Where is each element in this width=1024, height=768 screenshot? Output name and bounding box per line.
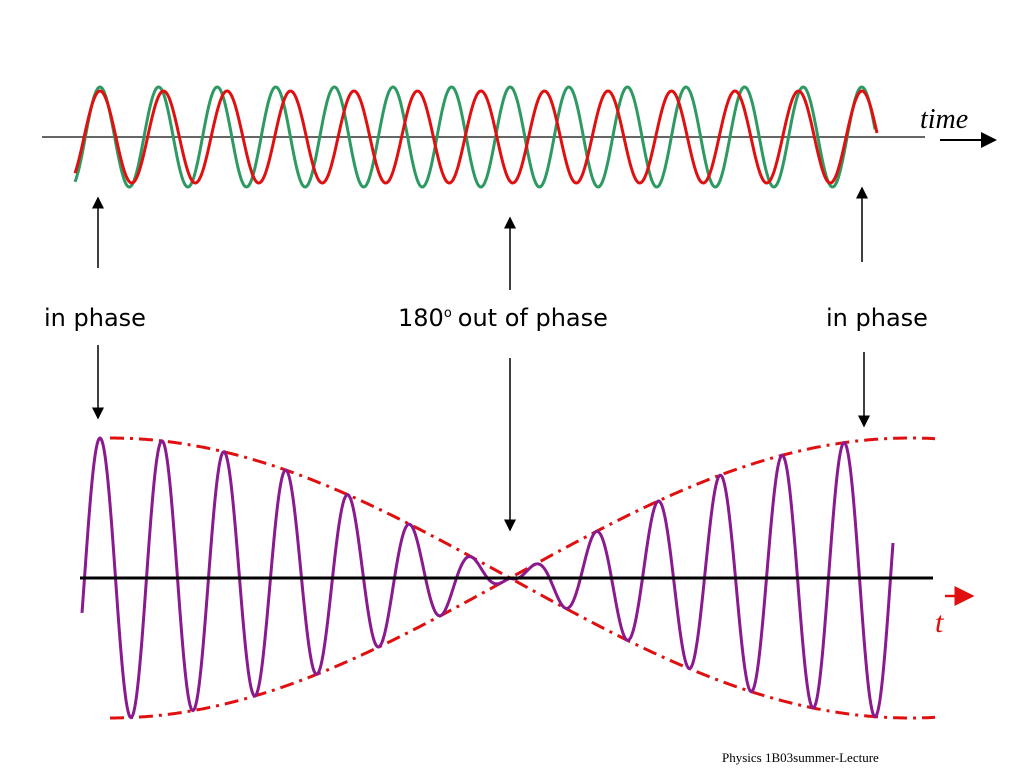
green-wave (73, 85, 877, 189)
envelope (110, 436, 936, 580)
label-left: in phase (44, 304, 146, 332)
label-number: 180 (398, 304, 444, 332)
footer: Physics 1B03summer-Lecture (722, 750, 879, 765)
red-wave (73, 89, 879, 185)
t-label: t (935, 606, 944, 639)
label-superscript: o (444, 306, 452, 321)
label-middle: 180o out of phase (398, 304, 608, 332)
label-text: out of phase (458, 304, 608, 332)
envelope (110, 576, 936, 720)
time-label: time (920, 104, 968, 135)
label-right: in phase (826, 304, 928, 332)
